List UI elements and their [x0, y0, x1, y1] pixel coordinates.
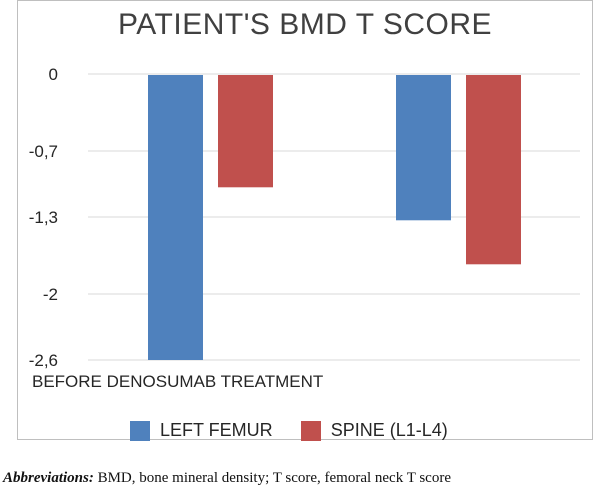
- footnote-label: Abbreviations:: [3, 470, 94, 486]
- legend-item-spine: SPINE (L1-L4): [300, 420, 448, 441]
- bar-left-femur-1: [396, 75, 451, 221]
- chart-title: PATIENT'S BMD T SCORE: [117, 8, 493, 41]
- legend-swatch-left-femur: [130, 420, 150, 441]
- y-tick-label: -0,7: [29, 142, 58, 161]
- legend-label-spine: SPINE (L1-L4): [330, 420, 448, 440]
- legend-label-left-femur: LEFT FEMUR: [160, 420, 273, 440]
- bar-spine-1: [466, 75, 521, 265]
- footnote-text: BMD, bone mineral density; T score, femo…: [93, 470, 451, 486]
- y-tick-label: -1,3: [29, 208, 58, 227]
- bar-spine-0: [218, 75, 273, 188]
- legend: LEFT FEMUR SPINE (L1-L4): [130, 420, 476, 441]
- y-tick-label: -2,6: [29, 351, 58, 370]
- x-category-label: BEFORE DENOSUMAB TREATMENT: [32, 372, 323, 391]
- bars: [148, 75, 521, 360]
- legend-item-left-femur: LEFT FEMUR: [130, 420, 273, 441]
- x-axis-categories: BEFORE DENOSUMAB TREATMENT: [32, 372, 323, 391]
- chart-plot: 0 -0,7 -1,3 -2 -2,6 BEFORE DENOSUMAB TREATME…: [29, 65, 580, 391]
- y-axis-ticks: 0 -0,7 -1,3 -2 -2,6: [29, 65, 58, 370]
- y-tick-label: 0: [49, 65, 58, 84]
- bar-left-femur-0: [148, 75, 203, 360]
- footnote: Abbreviations: BMD, bone mineral density…: [3, 470, 451, 487]
- y-tick-label: -2: [43, 285, 58, 304]
- legend-swatch-spine: [300, 420, 321, 441]
